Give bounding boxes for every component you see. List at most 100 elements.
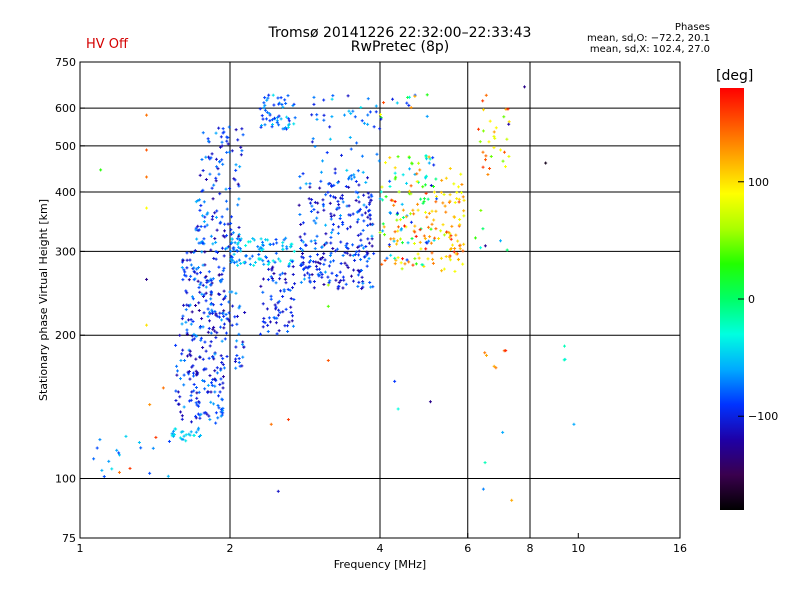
data-point-v (191, 295, 193, 299)
data-point-v (327, 190, 329, 194)
x-tick-label: 8 (527, 542, 534, 555)
data-point-v (219, 221, 221, 225)
data-point-v (237, 242, 239, 246)
data-point-v (446, 230, 448, 234)
data-point-v (190, 274, 192, 278)
data-point-v (190, 398, 192, 402)
data-point-v (462, 249, 464, 253)
data-point-v (433, 163, 435, 167)
data-point-v (199, 326, 201, 330)
x-tick-label: 6 (464, 542, 471, 555)
data-point-v (267, 96, 269, 100)
data-point-v (334, 171, 336, 175)
data-point-v (220, 280, 222, 284)
data-point-v (197, 428, 199, 432)
data-point-v (290, 297, 292, 301)
data-point-v (366, 250, 368, 254)
data-point-v (453, 250, 455, 254)
data-point-v (348, 185, 350, 189)
data-point-v (302, 221, 304, 225)
data-point-v (367, 97, 369, 101)
data-point-v (314, 145, 316, 149)
data-point-v (101, 468, 103, 472)
data-point-v (284, 277, 286, 281)
data-point-v (195, 226, 197, 230)
data-point-v (204, 250, 206, 254)
data-point-v (342, 222, 344, 226)
data-point-v (192, 371, 194, 375)
data-point-v (192, 319, 194, 323)
data-point-v (363, 255, 365, 259)
data-point-v (221, 277, 223, 281)
data-point-v (411, 161, 413, 165)
data-point-v (276, 316, 278, 320)
data-point-v (221, 158, 223, 162)
data-point-v (181, 266, 183, 270)
data-point-v (383, 225, 385, 229)
data-point-v (350, 274, 352, 278)
data-point-v (317, 272, 319, 276)
data-point-v (428, 155, 430, 159)
data-point-v (320, 270, 322, 274)
data-point-v (197, 224, 199, 228)
data-point-v (171, 434, 173, 438)
data-point-v (346, 245, 348, 249)
data-point-v (353, 175, 355, 179)
data-point-v (219, 145, 221, 149)
data-point-v (210, 381, 212, 385)
data-point-v (182, 278, 184, 282)
data-point-v (397, 407, 399, 411)
data-point-v (224, 222, 226, 226)
data-point-v (348, 213, 350, 217)
data-point-v (236, 339, 238, 343)
data-point-v (401, 202, 403, 206)
data-point-v (380, 190, 382, 194)
data-point-v (414, 257, 416, 261)
data-point-v (218, 126, 220, 130)
data-point-v (204, 263, 206, 267)
data-point-v (207, 137, 209, 141)
data-point-v (232, 259, 234, 263)
data-point-v (198, 266, 200, 270)
data-point-v (309, 201, 311, 205)
data-point-v (340, 278, 342, 282)
data-point-v (330, 235, 332, 239)
data-point-v (183, 373, 185, 377)
data-point-v (99, 438, 101, 442)
data-point-v (198, 301, 200, 305)
data-point-v (373, 125, 375, 129)
data-point-v (286, 247, 288, 251)
data-point-v (414, 230, 416, 234)
data-point-v (330, 260, 332, 264)
data-point-v (335, 273, 337, 277)
data-point-v (282, 127, 284, 131)
data-point-v (200, 225, 202, 229)
data-point-v (312, 137, 314, 141)
data-point-v (369, 222, 371, 226)
data-point-v (241, 127, 243, 131)
data-point-v (505, 107, 507, 111)
data-point-v (268, 93, 270, 97)
data-point-v (181, 317, 183, 321)
data-point-v (272, 279, 274, 283)
data-point-v (108, 459, 110, 463)
data-point-v (233, 252, 235, 256)
data-point-v (401, 267, 403, 271)
data-point-v (200, 433, 202, 437)
data-point-v (450, 237, 452, 241)
data-point-v (500, 239, 502, 243)
data-point-v (237, 263, 239, 267)
data-point-v (313, 208, 315, 212)
data-point-v (186, 266, 188, 270)
data-point-v (313, 102, 315, 106)
data-point-v (185, 320, 187, 324)
data-point-v (330, 241, 332, 245)
y-axis-label: Stationary phase Virtual Height [km] (37, 199, 50, 401)
data-point-v (242, 340, 244, 344)
data-point-v (367, 251, 369, 255)
data-point-v (216, 366, 218, 370)
data-point-v (213, 357, 215, 361)
data-point-v (367, 122, 369, 126)
data-point-v (311, 140, 313, 144)
data-point-v (508, 120, 510, 124)
